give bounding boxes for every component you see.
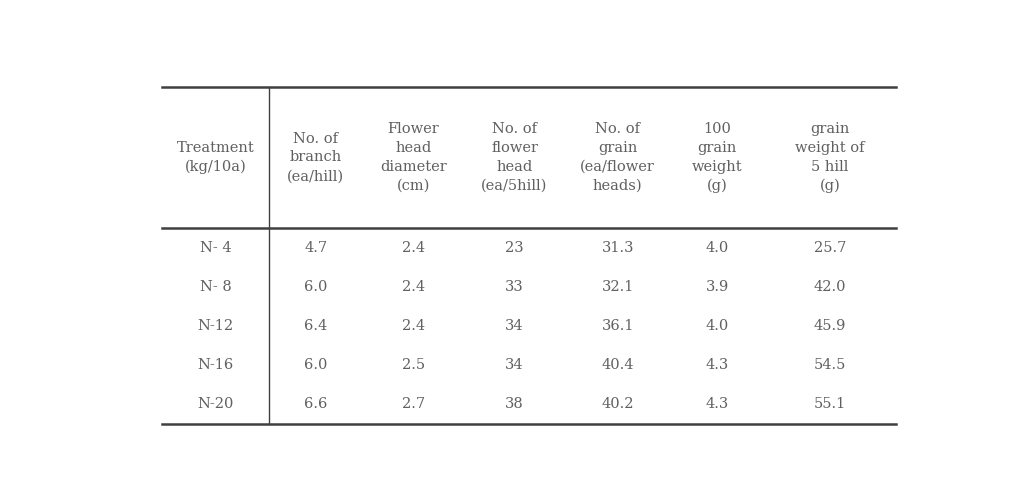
Text: 31.3: 31.3 (602, 241, 634, 255)
Text: 4.7: 4.7 (304, 241, 327, 255)
Text: 2.4: 2.4 (402, 319, 425, 333)
Text: 55.1: 55.1 (814, 397, 847, 411)
Text: 6.6: 6.6 (303, 397, 328, 411)
Text: N-20: N-20 (197, 397, 233, 411)
Text: 6.0: 6.0 (303, 359, 328, 373)
Text: 32.1: 32.1 (602, 280, 633, 294)
Text: 34: 34 (505, 319, 524, 333)
Text: 54.5: 54.5 (814, 359, 847, 373)
Text: 6.0: 6.0 (303, 280, 328, 294)
Text: 2.7: 2.7 (402, 397, 425, 411)
Text: 42.0: 42.0 (814, 280, 847, 294)
Text: 2.4: 2.4 (402, 241, 425, 255)
Text: 4.0: 4.0 (705, 241, 729, 255)
Text: No. of
flower
head
(ea/5hill): No. of flower head (ea/5hill) (481, 122, 548, 193)
Text: 36.1: 36.1 (602, 319, 634, 333)
Text: 40.4: 40.4 (602, 359, 634, 373)
Text: 6.4: 6.4 (304, 319, 327, 333)
Text: Flower
head
diameter
(cm): Flower head diameter (cm) (380, 122, 447, 193)
Text: N-12: N-12 (198, 319, 233, 333)
Text: 4.3: 4.3 (705, 397, 729, 411)
Text: No. of
grain
(ea/flower
heads): No. of grain (ea/flower heads) (581, 122, 655, 193)
Text: 3.9: 3.9 (705, 280, 729, 294)
Text: grain
weight of
5 hill
(g): grain weight of 5 hill (g) (796, 122, 865, 193)
Text: No. of
branch
(ea/hill): No. of branch (ea/hill) (287, 131, 344, 183)
Text: 33: 33 (505, 280, 524, 294)
Text: 45.9: 45.9 (814, 319, 847, 333)
Text: N- 8: N- 8 (200, 280, 231, 294)
Text: 34: 34 (505, 359, 524, 373)
Text: 23: 23 (505, 241, 524, 255)
Text: 4.0: 4.0 (705, 319, 729, 333)
Text: 38: 38 (505, 397, 524, 411)
Text: N-16: N-16 (197, 359, 233, 373)
Text: N- 4: N- 4 (200, 241, 231, 255)
Text: 2.5: 2.5 (402, 359, 425, 373)
Text: 100
grain
weight
(g): 100 grain weight (g) (692, 122, 742, 193)
Text: 25.7: 25.7 (814, 241, 847, 255)
Text: Treatment
(kg/10a): Treatment (kg/10a) (177, 141, 255, 174)
Text: 2.4: 2.4 (402, 280, 425, 294)
Text: 40.2: 40.2 (602, 397, 634, 411)
Text: 4.3: 4.3 (705, 359, 729, 373)
